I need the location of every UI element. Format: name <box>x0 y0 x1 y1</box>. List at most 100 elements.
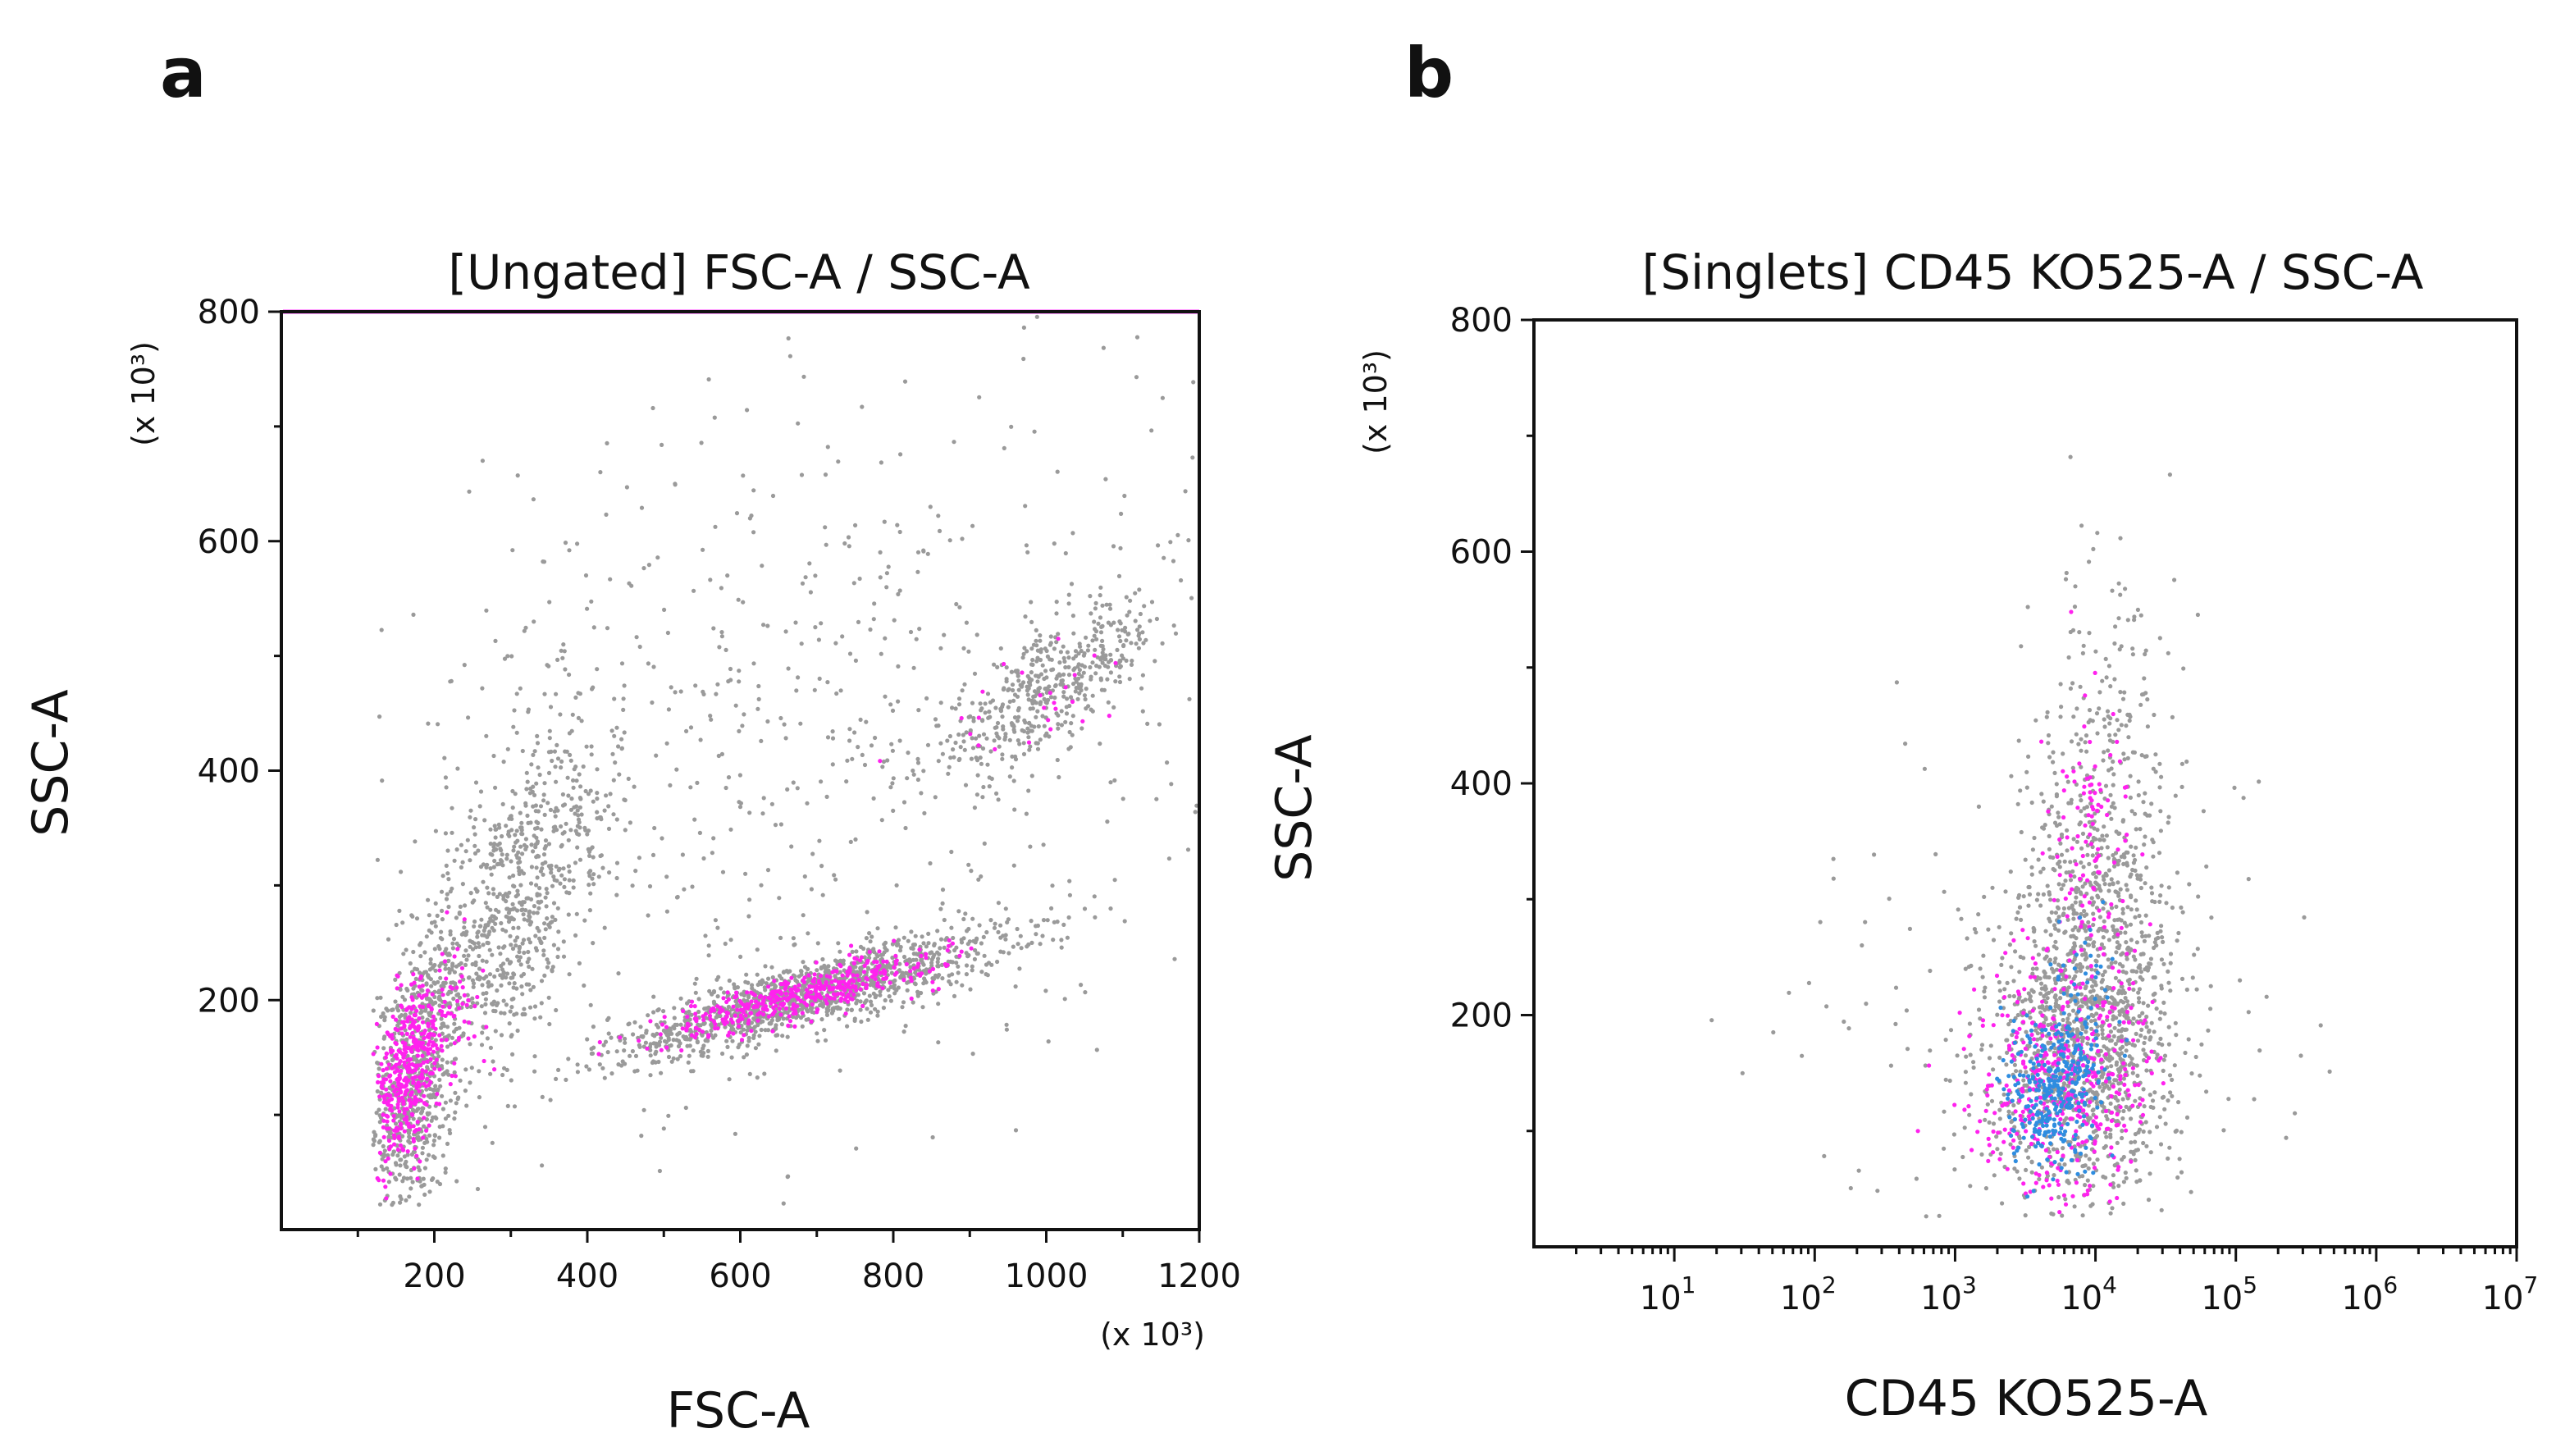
data-point-gray <box>984 736 989 741</box>
data-point-gray <box>773 823 778 828</box>
data-point-gray <box>854 949 859 954</box>
data-point-gray <box>1004 1022 1009 1027</box>
data-point-gray <box>442 1070 448 1075</box>
data-point-gray <box>539 1001 544 1006</box>
data-point-gray <box>524 770 529 775</box>
data-point-magenta <box>424 1128 429 1133</box>
data-point-gray <box>1090 660 1095 665</box>
data-point-gray <box>534 865 539 870</box>
data-point-gray <box>604 512 609 518</box>
data-point-gray <box>961 739 966 744</box>
data-point-magenta <box>412 980 417 985</box>
data-point-gray <box>890 942 895 947</box>
data-point-gray <box>903 1024 908 1029</box>
data-point-gray <box>405 1152 410 1157</box>
data-point-gray <box>995 959 1000 965</box>
data-point-gray <box>587 883 591 888</box>
data-point-magenta <box>422 1093 427 1098</box>
data-point-magenta <box>419 1045 425 1050</box>
data-point-gray <box>639 1034 644 1039</box>
data-point-magenta <box>741 1010 746 1015</box>
data-point-gray <box>631 1032 636 1037</box>
data-point-gray <box>545 801 550 806</box>
data-point-gray <box>992 738 997 743</box>
data-point-gray <box>760 564 765 568</box>
data-point-gray <box>443 1116 449 1121</box>
data-point-gray <box>864 936 869 941</box>
data-point-gray <box>2109 1064 2114 1069</box>
data-point-gray <box>791 936 796 941</box>
data-point-magenta <box>847 981 851 986</box>
data-point-gray <box>898 944 903 950</box>
data-point-gray <box>606 826 612 832</box>
data-point-gray <box>1027 747 1032 752</box>
data-point-magenta <box>390 1014 395 1019</box>
data-point-magenta <box>824 981 828 987</box>
data-point-gray <box>437 994 442 999</box>
data-point-gray <box>854 1001 859 1006</box>
data-point-gray <box>1088 664 1093 670</box>
data-point-gray <box>906 751 911 755</box>
data-point-gray <box>403 1028 408 1033</box>
data-point-gray <box>532 792 537 798</box>
data-point-magenta <box>847 985 852 990</box>
data-point-gray <box>591 799 596 804</box>
data-point-gray <box>494 827 499 832</box>
data-point-gray <box>713 524 718 529</box>
data-point-gray <box>532 911 536 915</box>
data-point-gray <box>915 777 920 783</box>
data-point-gray <box>528 786 533 792</box>
data-point-gray <box>426 897 431 902</box>
data-point-gray <box>2130 1070 2135 1075</box>
data-point-magenta <box>420 1020 426 1025</box>
data-point-magenta <box>462 1019 467 1024</box>
data-point-gray <box>1079 674 1084 679</box>
data-point-gray <box>926 941 931 946</box>
data-point-gray <box>513 792 518 796</box>
data-point-magenta <box>428 1057 433 1061</box>
data-point-gray <box>674 895 680 900</box>
data-point-gray <box>781 1016 786 1021</box>
data-point-magenta <box>401 1102 406 1107</box>
data-point-magenta <box>377 1150 382 1155</box>
data-point-gray <box>903 825 908 831</box>
data-point-gray <box>373 1166 378 1171</box>
data-point-magenta <box>1052 701 1057 705</box>
panel-letter-b: b <box>1404 33 1454 113</box>
data-point-gray <box>414 916 420 921</box>
data-point-gray <box>769 1021 774 1026</box>
data-point-magenta <box>806 991 810 996</box>
data-point-gray <box>907 957 912 962</box>
data-point-magenta <box>596 1052 601 1057</box>
data-point-gray <box>806 931 810 936</box>
data-point-gray <box>455 766 460 771</box>
data-point-gray <box>1093 606 1098 611</box>
data-point-gray <box>404 1164 409 1169</box>
data-point-gray <box>926 931 931 936</box>
data-point-gray <box>394 922 399 928</box>
data-point-gray <box>1064 711 1070 716</box>
data-point-gray <box>1050 883 1055 888</box>
data-point-gray <box>446 1072 451 1077</box>
data-point-gray <box>830 762 835 767</box>
data-point-gray <box>869 1002 874 1007</box>
data-point-gray <box>445 1141 450 1146</box>
data-point-gray <box>751 661 756 666</box>
panel-letter-a: a <box>160 33 207 113</box>
data-point-gray <box>453 1110 458 1115</box>
data-point-gray <box>976 877 981 882</box>
data-point-magenta <box>950 941 955 946</box>
data-point-magenta <box>731 1031 736 1036</box>
data-point-gray <box>1160 641 1165 646</box>
data-point-gray <box>596 874 601 879</box>
data-point-magenta <box>969 946 974 951</box>
data-point-gray <box>540 1163 545 1168</box>
data-point-gray <box>1066 673 1072 678</box>
data-point-gray <box>443 1100 449 1105</box>
data-point-magenta <box>831 992 837 997</box>
data-point-magenta <box>930 966 936 971</box>
data-point-gray <box>1034 638 1038 643</box>
data-point-gray <box>500 975 505 980</box>
data-point-gray <box>817 676 822 682</box>
data-point-gray <box>746 1038 751 1043</box>
